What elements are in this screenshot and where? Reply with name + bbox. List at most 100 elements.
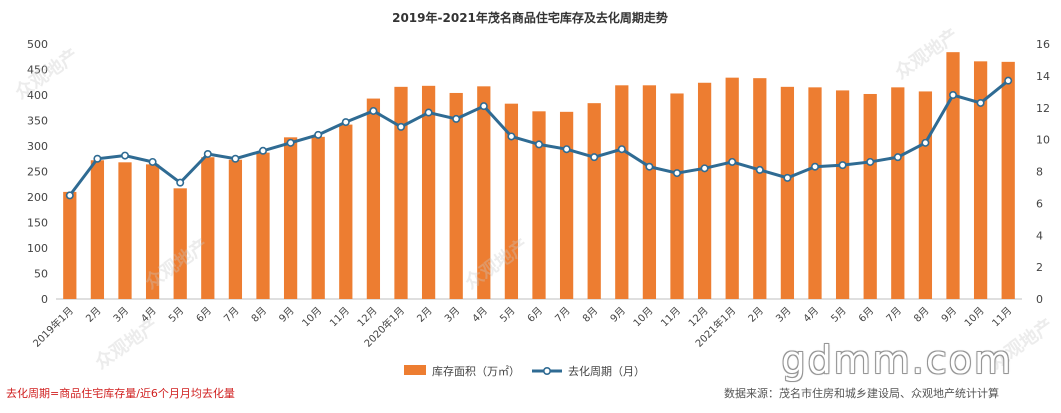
bar	[145, 164, 160, 299]
line-point	[369, 106, 378, 115]
y-right-tick-label: 10	[1036, 134, 1050, 147]
line-point	[921, 138, 930, 147]
bar	[532, 111, 546, 299]
bar	[173, 188, 187, 299]
bar	[918, 91, 933, 300]
x-tick-label: 2月	[415, 305, 435, 325]
x-tick-label: 2019年1月	[30, 304, 76, 350]
bar	[477, 86, 491, 299]
y-left-tick-label: 150	[27, 217, 48, 230]
legend-bar-label: 库存面积（万㎡）	[432, 364, 520, 378]
bar	[366, 98, 381, 299]
x-tick-label: 5月	[497, 305, 517, 325]
line-point	[286, 138, 295, 147]
line-point	[534, 140, 543, 149]
bar	[973, 61, 988, 300]
line-point	[728, 157, 737, 166]
bar	[670, 93, 684, 299]
bar	[311, 136, 325, 299]
bar	[697, 82, 712, 299]
x-tick-label: 3月	[111, 305, 131, 325]
x-tick-label: 2月	[83, 305, 103, 325]
line-point	[507, 132, 516, 141]
x-tick-label: 3月	[442, 305, 462, 325]
bar	[863, 93, 877, 299]
legend-line-marker	[542, 366, 551, 375]
line-point	[672, 169, 681, 178]
line-point	[562, 145, 571, 154]
line-point	[866, 157, 875, 166]
bar	[394, 86, 408, 299]
x-tick-label: 8月	[580, 305, 600, 325]
chart-title: 2019年-2021年茂名商品住宅库存及去化周期走势	[392, 10, 668, 25]
line-point	[452, 114, 461, 123]
y-left-tick-label: 0	[41, 293, 48, 306]
data-source-note: 数据来源：茂名市住房和城乡建设局、众观地产统计计算	[724, 387, 999, 400]
line-point	[203, 149, 212, 158]
line-point	[424, 108, 433, 117]
legend-line-label: 去化周期（月）	[568, 364, 645, 378]
bar	[725, 77, 739, 299]
y-right-tick-label: 6	[1036, 197, 1043, 210]
bar	[615, 85, 629, 299]
bar	[421, 85, 436, 299]
bar	[642, 85, 657, 299]
y-left-tick-label: 450	[27, 64, 48, 77]
line-point	[645, 162, 654, 171]
x-tick-label: 11月	[327, 305, 352, 330]
y-left-tick-label: 300	[27, 140, 48, 153]
bar	[780, 86, 795, 299]
x-tick-label: 8月	[249, 305, 269, 325]
y-left-tick-label: 350	[27, 115, 48, 128]
line-point	[1004, 76, 1013, 85]
line-point	[396, 122, 405, 131]
line-point	[314, 130, 323, 139]
bar	[753, 78, 767, 299]
bar	[63, 191, 77, 299]
legend-bar-swatch	[404, 365, 426, 375]
y-right-tick-label: 0	[1036, 293, 1043, 306]
y-left-tick-label: 500	[27, 38, 48, 51]
x-tick-label: 9月	[277, 305, 297, 325]
x-tick-label: 11月	[990, 305, 1015, 330]
x-tick-label: 9月	[939, 305, 959, 325]
x-tick-label: 5月	[829, 305, 849, 325]
x-tick-label: 12月	[686, 305, 711, 330]
x-tick-label: 6月	[856, 305, 876, 325]
bar	[835, 90, 850, 299]
x-tick-label: 12月	[355, 305, 380, 330]
y-left-tick-label: 50	[34, 268, 48, 281]
line-point	[176, 178, 185, 187]
line-point	[783, 173, 792, 182]
x-tick-label: 2月	[746, 305, 766, 325]
line-point	[148, 157, 157, 166]
x-tick-label: 3月	[773, 305, 793, 325]
line-point	[976, 98, 985, 107]
x-tick-label: 4月	[801, 305, 821, 325]
y-left-tick-label: 250	[27, 166, 48, 179]
y-right-tick-label: 2	[1036, 261, 1043, 274]
line-point	[948, 91, 957, 100]
line-point	[341, 118, 350, 127]
line-point	[810, 162, 819, 171]
line-point	[893, 153, 902, 162]
bar	[587, 103, 601, 299]
bar	[201, 157, 215, 299]
y-right-tick-label: 4	[1036, 229, 1043, 242]
bar	[256, 152, 270, 299]
x-tick-label: 6月	[194, 305, 214, 325]
y-right-tick-label: 8	[1036, 166, 1043, 179]
y-right-tick-label: 12	[1036, 102, 1050, 115]
x-tick-label: 6月	[525, 305, 545, 325]
line-point	[479, 102, 488, 111]
y-left-tick-label: 400	[27, 89, 48, 102]
site-watermark: gdmm.com	[781, 338, 1013, 382]
line-point	[258, 146, 267, 155]
x-tick-label: 7月	[884, 305, 904, 325]
line-point	[121, 151, 130, 160]
bar	[1001, 61, 1015, 299]
bar	[946, 52, 960, 299]
line-point	[65, 191, 74, 200]
